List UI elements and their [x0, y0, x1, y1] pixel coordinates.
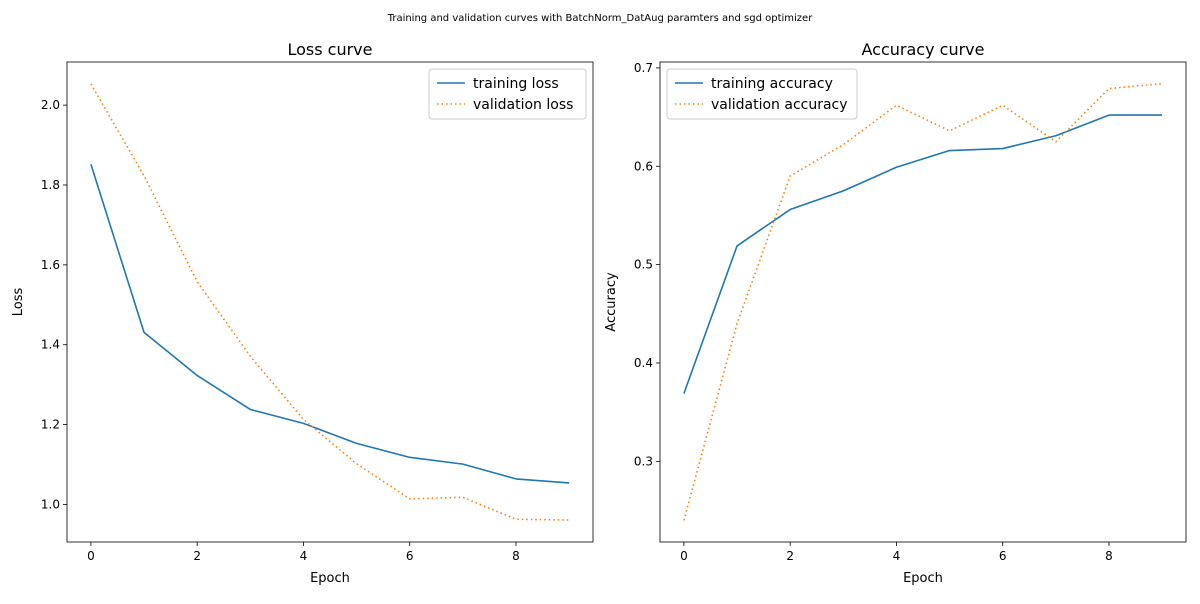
accuracy-x-tick-label: 0: [680, 549, 688, 563]
loss-y-tick-label: 1.8: [41, 178, 60, 192]
accuracy-y-tick-label: 0.5: [634, 258, 653, 272]
accuracy-x-axis-label: Epoch: [903, 571, 943, 586]
accuracy-x-tick-label: 4: [893, 549, 901, 563]
loss-y-tick-label: 1.2: [41, 418, 60, 432]
loss-x-tick-label: 8: [512, 549, 520, 563]
loss-axes-frame: [66, 61, 594, 543]
loss-x-tick-label: 6: [406, 549, 414, 563]
accuracy-y-tick-label: 0.4: [634, 356, 653, 370]
accuracy-x-tick-label: 6: [999, 549, 1007, 563]
loss-chart: Loss curve 0 2 4 6 8 1.0 1.2 1.4 1.6 1.8 2.0 Epoch Lo…: [11, 40, 594, 586]
loss-y-tick-label: 1.0: [41, 497, 60, 511]
validation-accuracy-line: [683, 82, 1163, 521]
accuracy-y-axis-label: Accuracy: [604, 272, 619, 332]
loss-y-axis-label: Loss: [11, 288, 26, 317]
figure-suptitle: Training and validation curves with Batc…: [387, 13, 814, 24]
accuracy-chart-title: Accuracy curve: [862, 40, 985, 59]
loss-legend-box: [428, 68, 587, 120]
loss-x-axis-label: Epoch: [310, 571, 350, 586]
loss-y-tick-label: 1.4: [41, 338, 60, 352]
validation-loss-legend-label: validation loss: [473, 97, 573, 113]
training-loss-legend-label: training loss: [473, 76, 559, 92]
training-loss-line: [90, 163, 570, 484]
loss-y-tick-label: 2.0: [41, 98, 60, 112]
accuracy-chart: Accuracy curve 0 2 4 6 8 0.3 0.4 0.5 0.6 0.7 Epoch A…: [604, 40, 1187, 586]
validation-accuracy-legend-label: validation accuracy: [711, 97, 848, 113]
accuracy-y-tick-label: 0.6: [634, 159, 653, 173]
accuracy-y-tick-label: 0.7: [634, 61, 653, 75]
accuracy-legend: training accuracy validation accuracy: [666, 68, 858, 120]
training-accuracy-legend-label: training accuracy: [711, 76, 833, 92]
accuracy-legend-box: [666, 68, 858, 120]
loss-y-tick-label: 1.6: [41, 258, 60, 272]
training-accuracy-line: [683, 114, 1163, 394]
loss-legend: training loss validation loss: [428, 68, 587, 120]
loss-x-tick-label: 2: [193, 549, 201, 563]
accuracy-x-tick-label: 8: [1105, 549, 1113, 563]
accuracy-x-tick-label: 2: [786, 549, 794, 563]
accuracy-axes-frame: [659, 61, 1187, 543]
loss-chart-title: Loss curve: [287, 40, 372, 59]
accuracy-y-tick-label: 0.3: [634, 454, 653, 468]
loss-x-tick-label: 0: [87, 549, 95, 563]
loss-x-tick-label: 4: [300, 549, 308, 563]
validation-loss-line: [90, 83, 570, 521]
